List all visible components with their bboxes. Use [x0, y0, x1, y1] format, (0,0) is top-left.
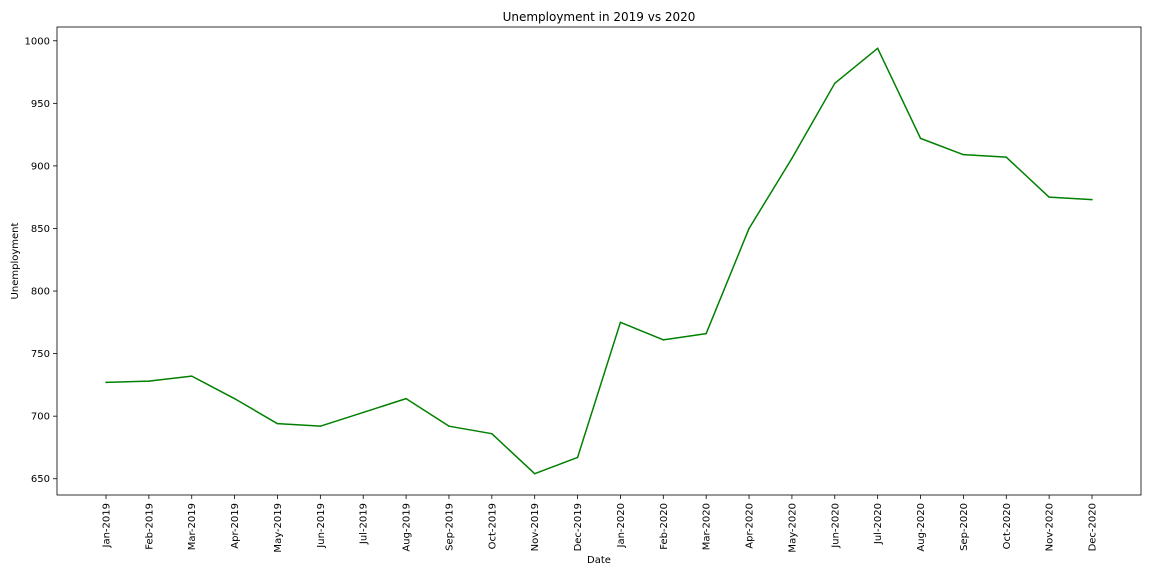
- data-point: [405, 397, 407, 400]
- data-point: [1091, 198, 1093, 201]
- x-tick-label: Oct-2020: [1002, 503, 1013, 549]
- x-tick-label: Sep-2019: [444, 503, 455, 551]
- x-tick-label: Apr-2020: [745, 503, 756, 549]
- x-tick-label: Aug-2019: [402, 503, 413, 552]
- y-axis: 650 700 750 800 850 900 950 1000: [25, 36, 57, 485]
- data-point: [1048, 196, 1050, 198]
- data-point: [190, 375, 193, 377]
- y-tick-label: 850: [31, 224, 50, 235]
- data-point: [748, 227, 750, 230]
- x-tick-label: Mar-2020: [702, 503, 713, 550]
- x-tick-label: Jun-2020: [830, 503, 841, 549]
- chart-title: Unemployment in 2019 vs 2020: [503, 10, 696, 24]
- x-tick-label: Sep-2020: [959, 503, 970, 551]
- data-point: [1005, 156, 1008, 158]
- x-tick-label: Jan-2020: [616, 503, 627, 548]
- data-point: [105, 381, 107, 384]
- x-tick-label: May-2019: [273, 503, 284, 553]
- x-tick-label: Aug-2020: [916, 503, 927, 552]
- plot-area: [56, 26, 1142, 496]
- data-point: [876, 47, 879, 50]
- x-tick-label: Apr-2019: [230, 503, 241, 549]
- data-point: [148, 380, 150, 382]
- data-point: [619, 321, 622, 324]
- x-tick-label: Dec-2019: [573, 503, 584, 551]
- x-tick-label: Feb-2020: [659, 503, 670, 550]
- x-tick-label: Dec-2020: [1088, 503, 1099, 551]
- data-point: [319, 425, 322, 427]
- data-point: [705, 332, 707, 335]
- x-axis-label: Date: [587, 555, 611, 566]
- data-point: [276, 422, 279, 425]
- x-tick-label: Jul-2019: [359, 503, 370, 545]
- data-point: [962, 153, 965, 156]
- y-tick-label: 800: [31, 287, 50, 298]
- x-tick-label: Nov-2019: [530, 503, 541, 551]
- data-point: [362, 411, 364, 414]
- data-point: [662, 339, 665, 341]
- data-point: [576, 456, 579, 459]
- x-tick-label: Feb-2019: [144, 503, 155, 550]
- data-point: [834, 82, 836, 85]
- y-axis-label: Unemployment: [10, 222, 21, 299]
- x-axis: Jan-2019 Feb-2019 Mar-2019 Apr-2019 May-2019…: [102, 495, 1099, 553]
- plot-frame: [56, 26, 1142, 496]
- y-tick-label: 750: [31, 349, 50, 360]
- data-point: [791, 157, 793, 160]
- y-tick-label: 1000: [25, 36, 50, 47]
- x-tick-label: Jan-2019: [102, 503, 113, 548]
- data-point: [533, 472, 536, 475]
- x-tick-label: Mar-2019: [187, 503, 198, 550]
- y-tick-label: 900: [31, 161, 50, 172]
- y-tick-label: 700: [31, 412, 50, 423]
- x-tick-label: Oct-2019: [487, 503, 498, 549]
- x-tick-label: Jul-2020: [873, 503, 884, 545]
- data-point: [491, 432, 493, 435]
- data-point: [233, 397, 236, 400]
- data-point: [448, 425, 450, 427]
- x-tick-label: Nov-2020: [1045, 503, 1056, 551]
- x-tick-label: Jun-2019: [316, 503, 327, 549]
- y-tick-label: 950: [31, 99, 50, 110]
- x-tick-label: May-2020: [787, 503, 798, 553]
- data-point: [919, 137, 922, 140]
- series-line: [105, 47, 1093, 475]
- y-tick-label: 650: [31, 474, 50, 485]
